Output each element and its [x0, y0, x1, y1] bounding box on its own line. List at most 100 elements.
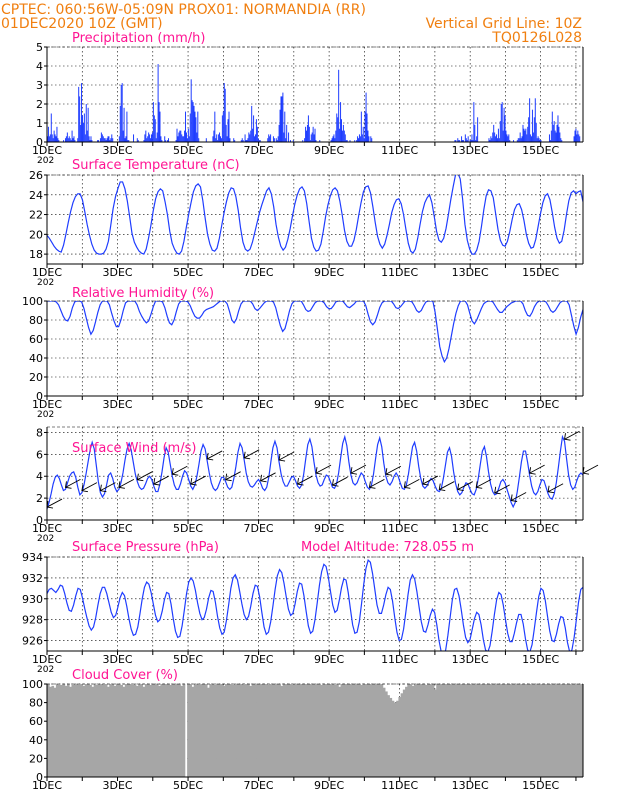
precip-bar: [522, 124, 524, 142]
y-tick-label: 2: [36, 98, 43, 111]
wind-arrow: [404, 478, 420, 488]
precip-bar: [362, 126, 364, 142]
cloud-bar: [536, 684, 539, 777]
x-tick-label: 7DEC: [244, 144, 274, 157]
cloud-bar: [111, 684, 115, 777]
precip-bar: [97, 140, 99, 142]
cloud-bar: [260, 684, 264, 777]
x-tick-label: 9DEC: [314, 522, 344, 535]
series-line: [47, 175, 583, 255]
precip-bar: [273, 138, 275, 142]
cloud-bar: [545, 684, 548, 777]
precip-bar: [292, 140, 294, 142]
precip-bar: [539, 140, 541, 142]
wind-arrow: [457, 481, 473, 490]
cloud-bar: [182, 684, 186, 777]
cloud-bar: [138, 684, 141, 777]
cloud-bar: [454, 684, 457, 777]
x-tick-label: 3DEC: [102, 144, 132, 157]
cloud-bar: [249, 685, 253, 777]
wind-arrow: [206, 450, 223, 460]
precip-bar: [313, 134, 315, 142]
wind-arrow: [547, 483, 564, 493]
precip-bar: [554, 130, 556, 142]
cloud-bar: [349, 684, 353, 777]
cloud-bar: [316, 684, 319, 777]
panel-title: Relative Humidity (%): [72, 286, 214, 301]
x-tick-label: 15DEC: [522, 779, 559, 792]
cloud-bar: [69, 686, 72, 777]
precip-bar: [126, 111, 128, 142]
precip-bar: [160, 136, 162, 142]
cloud-bar: [64, 685, 68, 777]
cloud-bar: [413, 684, 417, 777]
precip-bar: [508, 134, 510, 142]
cloud-bar: [200, 684, 204, 777]
cloud-bar: [87, 684, 90, 777]
precip-bar: [213, 130, 215, 142]
precip-bar: [219, 132, 221, 142]
wind-arrow-head: [547, 485, 555, 494]
header-date: 01DEC2020 10Z (GMT): [1, 16, 163, 32]
precip-bar: [47, 126, 49, 142]
panel-title: Surface Wind (m/s): [72, 441, 196, 456]
precip-bar: [550, 130, 552, 142]
cloud-bar: [340, 684, 344, 777]
y-tick-label: 934: [22, 551, 43, 564]
cloud-bar: [345, 684, 348, 777]
series-line: [47, 301, 583, 364]
wind-arrow-head: [297, 478, 304, 486]
cloud-bar: [534, 684, 537, 777]
x-year-fragment: 202: [37, 534, 54, 544]
y-tick-label: 3: [36, 79, 43, 92]
x-tick-label: 15DEC: [522, 398, 559, 411]
precip-bar: [531, 109, 533, 142]
cloud-bar: [542, 684, 546, 777]
precip-bar: [212, 136, 214, 142]
cloud-bar: [282, 684, 286, 777]
precip-bar: [368, 136, 370, 142]
precip-bar: [469, 140, 471, 142]
precip-bar: [371, 138, 373, 142]
cloud-bar: [151, 684, 155, 777]
precip-bar: [176, 128, 178, 142]
precip-bar: [250, 130, 252, 142]
cloud-bar: [422, 684, 426, 777]
cloud-bar: [522, 684, 526, 777]
cloud-bar: [175, 684, 179, 777]
cloud-bar: [551, 684, 555, 777]
precip-bar: [167, 140, 169, 142]
precip-bar: [89, 140, 91, 142]
precip-bar: [98, 140, 100, 142]
cloud-bar: [494, 684, 497, 777]
precip-bar: [492, 132, 494, 142]
precip-bar: [337, 117, 339, 142]
wind-arrow: [172, 465, 188, 475]
precip-bar: [99, 138, 101, 142]
precip-bar: [284, 111, 286, 142]
x-tick-label: 9DEC: [314, 266, 344, 279]
wind-arrow: [315, 464, 332, 474]
wind-arrow-head: [529, 467, 536, 475]
cloud-bar: [189, 684, 192, 777]
precip-bar: [268, 134, 270, 142]
precip-bar: [181, 134, 183, 142]
precip-bar: [340, 119, 342, 142]
cloud-bar: [382, 687, 386, 777]
precip-bar: [354, 140, 356, 142]
cloud-bar: [491, 684, 495, 777]
cloud-bar: [300, 684, 304, 777]
wind-arrow: [475, 478, 492, 488]
precip-bar: [520, 138, 522, 142]
precip-bar: [364, 111, 366, 142]
cloud-bar: [180, 685, 184, 777]
wind-arrow: [564, 430, 580, 440]
precip-bar: [255, 119, 257, 142]
panel-title: Surface Pressure (hPa): [72, 540, 219, 555]
cloud-bar: [229, 684, 232, 777]
y-tick-label: 8: [36, 426, 43, 439]
precip-bar: [548, 134, 550, 142]
precip-bar: [574, 130, 576, 142]
wind-arrow-head: [278, 453, 286, 462]
